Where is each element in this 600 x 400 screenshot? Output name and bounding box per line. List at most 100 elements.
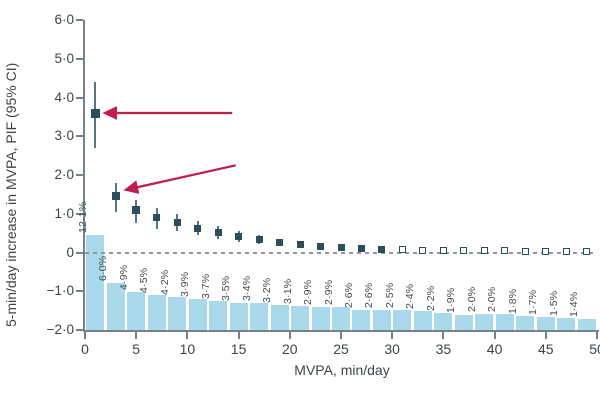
bar-percent-label: 3·9%: [179, 272, 192, 298]
bar-percent-label: 2·6%: [363, 282, 376, 308]
y-axis-tick-label: 2·0: [54, 167, 74, 182]
distribution-bar: [270, 304, 289, 330]
bar-percent-label: 1·5%: [547, 290, 560, 317]
point-estimate-marker: [398, 246, 406, 254]
zero-reference-line: [85, 251, 595, 254]
distribution-bar: [229, 302, 248, 330]
point-estimate-marker: [194, 224, 202, 232]
distribution-bar: [188, 299, 207, 330]
point-estimate-marker: [90, 108, 100, 118]
point-estimate-marker: [132, 205, 141, 214]
point-estimate-marker: [501, 247, 509, 255]
x-axis-tick: [442, 331, 445, 339]
y-axis-tick-label: 6·0: [54, 12, 74, 27]
y-axis-tick-label: −2·0: [46, 322, 74, 337]
distribution-bar: [454, 315, 473, 330]
bar-percent-label: 3·2%: [261, 277, 274, 303]
distribution-bar: [352, 309, 371, 330]
distribution-bar: [372, 309, 391, 330]
y-axis-tick: [76, 174, 83, 176]
bar-percent-label: 3·4%: [240, 276, 253, 302]
x-axis-tick-label: 5: [132, 341, 141, 357]
distribution-bar: [557, 318, 576, 330]
x-axis-tick: [493, 331, 496, 339]
point-estimate-marker: [111, 192, 120, 201]
y-axis-tick: [76, 290, 83, 293]
point-estimate-marker: [337, 244, 345, 252]
point-estimate-marker: [235, 233, 243, 241]
bar-percent-label: 12·1%: [76, 201, 89, 234]
x-axis-tick-label: 0: [81, 341, 89, 357]
point-estimate-marker: [583, 248, 591, 256]
point-estimate-marker: [460, 247, 468, 255]
distribution-bar: [147, 294, 166, 330]
y-axis-tick: [76, 96, 83, 99]
point-estimate-marker: [419, 246, 427, 254]
x-axis-tick-label: 20: [282, 341, 298, 357]
distribution-bar: [495, 314, 514, 330]
x-axis-tick-label: 15: [230, 341, 247, 357]
point-estimate-marker: [173, 219, 181, 227]
x-axis-tick: [544, 331, 547, 339]
x-axis-title: MVPA, min/day: [294, 362, 390, 378]
point-estimate-marker: [296, 241, 304, 249]
bar-percent-label: 3·7%: [199, 273, 212, 299]
bar-percent-label: 4·5%: [138, 267, 151, 293]
bar-percent-label: 2·4%: [404, 283, 417, 310]
x-axis-tick: [84, 331, 86, 339]
x-axis-tick: [186, 331, 189, 339]
distribution-bar: [209, 300, 228, 330]
distribution-bar: [250, 303, 269, 330]
bar-percent-label: 2·2%: [424, 285, 437, 311]
x-axis-tick: [391, 331, 394, 339]
bar-percent-label: 1·4%: [568, 291, 581, 317]
bar-percent-label: 2·6%: [342, 282, 355, 308]
y-axis-tick: [76, 135, 83, 138]
x-axis-tick: [135, 331, 138, 339]
bar-percent-label: 4·2%: [158, 269, 171, 296]
point-estimate-marker: [562, 248, 570, 256]
distribution-bar: [311, 307, 330, 330]
y-axis-tick: [76, 251, 83, 254]
point-estimate-marker: [153, 214, 161, 222]
distribution-bar: [434, 312, 453, 330]
bar-percent-label: 3·5%: [220, 275, 233, 301]
point-estimate-marker: [255, 235, 263, 243]
y-axis-tick: [76, 19, 83, 21]
point-estimate-marker: [378, 245, 386, 253]
y-axis-tick-label: 3·0: [54, 128, 74, 144]
distribution-bar: [106, 282, 125, 330]
distribution-bar: [127, 291, 146, 330]
point-estimate-marker: [542, 247, 550, 255]
bar-percent-label: 1·8%: [506, 288, 519, 314]
point-estimate-marker: [357, 245, 365, 253]
x-axis-tick-label: 30: [384, 341, 400, 357]
distribution-bar: [291, 305, 310, 330]
point-estimate-marker: [276, 238, 284, 246]
y-axis-tick-label: 5·0: [54, 50, 74, 66]
x-axis-tick-label: 40: [486, 341, 503, 357]
point-estimate-marker: [439, 247, 447, 255]
x-axis-tick: [237, 331, 240, 339]
distribution-bar: [332, 307, 350, 330]
distribution-bar: [516, 315, 535, 330]
distribution-bar: [475, 314, 494, 330]
y-axis-line: [83, 20, 85, 332]
distribution-bar: [393, 310, 412, 330]
point-estimate-marker: [317, 243, 325, 251]
x-axis-tick-label: 35: [435, 341, 452, 357]
point-estimate-marker: [214, 229, 222, 237]
y-axis-tick: [76, 329, 83, 331]
x-axis-tick: [288, 331, 291, 339]
bar-percent-label: 3·1%: [281, 278, 294, 304]
x-axis-tick-label: 45: [538, 341, 554, 357]
y-axis-tick-label: 1·0: [54, 205, 74, 221]
distribution-bar: [577, 319, 596, 330]
x-axis-tick-label: 25: [333, 341, 349, 357]
distribution-bar: [168, 297, 187, 330]
y-axis-tick-label: 0: [66, 244, 74, 260]
x-axis-tick-label: 50: [589, 341, 600, 357]
distribution-bar: [536, 316, 555, 330]
